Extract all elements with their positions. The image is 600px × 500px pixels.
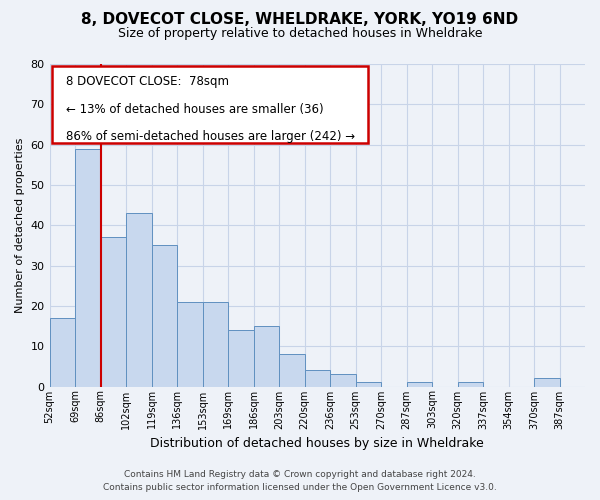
Bar bbox=[407, 382, 432, 386]
Bar bbox=[177, 302, 203, 386]
Bar bbox=[50, 318, 75, 386]
Y-axis label: Number of detached properties: Number of detached properties bbox=[15, 138, 25, 313]
Bar bbox=[228, 330, 254, 386]
Text: 8 DOVECOT CLOSE:  78sqm: 8 DOVECOT CLOSE: 78sqm bbox=[65, 76, 229, 88]
Bar bbox=[254, 326, 279, 386]
Text: ← 13% of detached houses are smaller (36): ← 13% of detached houses are smaller (36… bbox=[65, 102, 323, 116]
Text: 8, DOVECOT CLOSE, WHELDRAKE, YORK, YO19 6ND: 8, DOVECOT CLOSE, WHELDRAKE, YORK, YO19 … bbox=[82, 12, 518, 28]
Bar bbox=[203, 302, 228, 386]
Text: Size of property relative to detached houses in Wheldrake: Size of property relative to detached ho… bbox=[118, 28, 482, 40]
Bar bbox=[126, 213, 152, 386]
Bar bbox=[305, 370, 330, 386]
Bar bbox=[101, 238, 126, 386]
Bar bbox=[534, 378, 560, 386]
Bar bbox=[152, 246, 177, 386]
FancyBboxPatch shape bbox=[52, 66, 368, 143]
Bar bbox=[279, 354, 305, 386]
Text: 86% of semi-detached houses are larger (242) →: 86% of semi-detached houses are larger (… bbox=[65, 130, 355, 143]
Bar bbox=[330, 374, 356, 386]
Bar bbox=[356, 382, 381, 386]
X-axis label: Distribution of detached houses by size in Wheldrake: Distribution of detached houses by size … bbox=[151, 437, 484, 450]
Bar bbox=[75, 148, 101, 386]
Text: Contains HM Land Registry data © Crown copyright and database right 2024.
Contai: Contains HM Land Registry data © Crown c… bbox=[103, 470, 497, 492]
Bar bbox=[458, 382, 483, 386]
